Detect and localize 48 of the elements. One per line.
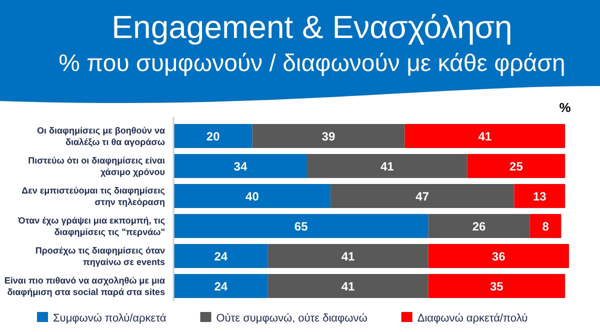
y-tick-label: Οι διαφημίσεις με βοηθούν να διαλέξω τι θα αγοράσω xyxy=(37,125,166,147)
data-label: 26 xyxy=(472,219,486,234)
y-tick-label: Πιστεύω ότι οι διαφημίσεις είναι χάσιμο χρόνου xyxy=(28,155,166,177)
data-label: 41 xyxy=(478,129,492,144)
y-tick-label: Προσέχω τις διαφημίσεις όταν πηγαίνω σε events xyxy=(35,245,165,267)
data-label: 35 xyxy=(490,279,504,294)
data-label: 40 xyxy=(246,189,260,204)
bar xyxy=(330,184,514,208)
bar xyxy=(174,154,307,178)
data-label: 20 xyxy=(206,129,220,144)
data-label: 36 xyxy=(492,249,506,264)
bar xyxy=(174,244,268,268)
bar xyxy=(428,244,569,268)
data-label: 39 xyxy=(322,129,336,144)
y-tick-label: Δεν εμπιστεύομαι τις διαφημίσεις στην τηλεόραση xyxy=(22,185,166,207)
x-axis-title: % xyxy=(559,100,572,115)
bar xyxy=(252,124,405,148)
chart-subtitle: % που συμφωνούν / διαφωνούν με κάθε φράση xyxy=(58,50,566,77)
data-label: 65 xyxy=(294,219,308,234)
legend-label: Διαφωνώ αρκετά/πολύ xyxy=(417,312,528,324)
bar xyxy=(174,124,252,148)
legend-label: Συμφωνώ πολύ/αρκετά xyxy=(53,312,167,324)
bar xyxy=(428,214,530,238)
y-tick-label: Όταν έχω γράψει μια εκπομπή, τις διαφημίσεις τις "περνάω" xyxy=(16,215,166,237)
data-label: 24 xyxy=(214,279,228,294)
bar xyxy=(268,274,428,298)
bar xyxy=(514,184,566,208)
y-tick-label: Είναι πιο πιθανό να ασχοληθώ με μια διαφήμιση στα social παρά στα sites xyxy=(4,275,166,297)
bar xyxy=(306,154,468,178)
bar xyxy=(268,244,428,268)
bar xyxy=(174,214,428,238)
data-label: 41 xyxy=(341,279,356,294)
bar xyxy=(174,274,268,298)
data-label: 24 xyxy=(214,249,228,264)
legend-label: Ούτε συμφωνώ, ούτε διαφωνώ xyxy=(216,312,368,324)
bar xyxy=(530,214,562,238)
data-label: 25 xyxy=(510,159,524,174)
data-label: 34 xyxy=(234,159,248,174)
data-label: 47 xyxy=(416,189,430,204)
chart-title: Engagement & Ενασχόληση xyxy=(112,9,512,45)
data-label: 41 xyxy=(380,159,394,174)
bar xyxy=(428,274,566,298)
bar xyxy=(174,184,330,208)
data-label: 41 xyxy=(341,249,356,264)
data-label: 13 xyxy=(532,189,547,204)
bar xyxy=(467,154,566,178)
data-label: 8 xyxy=(542,219,550,234)
bar xyxy=(404,124,566,148)
